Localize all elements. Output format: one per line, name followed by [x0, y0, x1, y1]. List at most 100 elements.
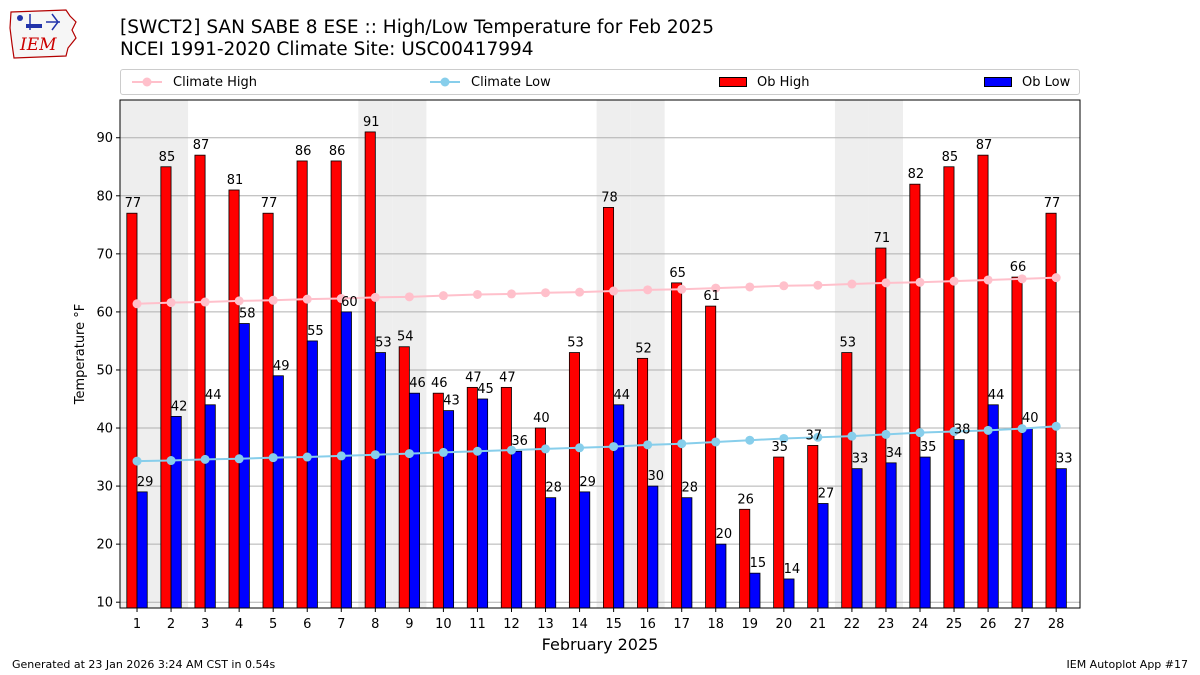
- bar-ob-low: [272, 375, 284, 609]
- point-climate-low: [915, 428, 925, 438]
- point-climate-low: [302, 452, 312, 462]
- point-climate-low: [745, 435, 755, 445]
- bar-ob-low: [987, 404, 999, 609]
- bar-ob-high: [637, 357, 649, 609]
- chart-legend: Climate High Climate Low Ob High Ob Low: [120, 69, 1080, 95]
- plot-frame: [119, 99, 1081, 609]
- data-label-ob-high: 65: [669, 266, 686, 281]
- data-label-ob-high: 85: [942, 150, 959, 165]
- point-climate-low: [881, 429, 891, 439]
- bar-ob-high: [909, 183, 921, 609]
- point-climate-high: [541, 288, 551, 298]
- data-label-ob-high: 78: [601, 190, 618, 205]
- bar-ob-low: [783, 578, 795, 609]
- point-climate-high: [677, 284, 687, 294]
- point-climate-low: [541, 444, 551, 454]
- line-climate-high: [136, 276, 1057, 305]
- point-climate-low: [779, 433, 789, 443]
- bar-ob-low: [1021, 427, 1033, 609]
- point-climate-low: [472, 446, 482, 456]
- point-climate-low: [1051, 421, 1061, 431]
- data-label-ob-high: 81: [227, 173, 244, 188]
- bar-ob-low: [681, 497, 693, 609]
- y-tick-label: 50: [96, 363, 113, 378]
- point-climate-low: [847, 431, 857, 441]
- x-tick-label: 13: [537, 617, 554, 632]
- bar-ob-low: [715, 543, 727, 609]
- chart-title-block: [SWCT2] SAN SABE 8 ESE :: High/Low Tempe…: [120, 17, 714, 61]
- y-tick-label: 70: [96, 247, 113, 262]
- x-tick-label: 8: [371, 617, 379, 632]
- bar-ob-low: [953, 439, 965, 609]
- bar-ob-high: [534, 427, 546, 609]
- x-tick-label: 10: [435, 617, 452, 632]
- data-label-ob-low: 36: [511, 434, 528, 449]
- bar-ob-low: [545, 497, 557, 609]
- data-label-ob-low: 33: [1056, 452, 1073, 467]
- bar-ob-low: [443, 410, 455, 609]
- x-tick-label: 24: [912, 617, 929, 632]
- x-tick-label: 23: [878, 617, 895, 632]
- legend-item-climate-low: Climate Low: [429, 73, 551, 91]
- data-label-ob-high: 66: [1010, 260, 1027, 275]
- data-label-ob-low: 49: [273, 359, 290, 374]
- data-label-ob-low: 60: [341, 295, 358, 310]
- bar-ob-high: [807, 445, 819, 609]
- data-label-ob-high: 85: [159, 150, 176, 165]
- point-climate-low: [268, 453, 278, 463]
- point-climate-low: [609, 442, 619, 452]
- x-tick-label: 19: [742, 617, 759, 632]
- bar-ob-high: [364, 131, 376, 609]
- y-tick-label: 30: [96, 480, 113, 495]
- point-climate-high: [438, 291, 448, 301]
- bar-ob-low: [374, 352, 386, 609]
- x-tick-label: 6: [303, 617, 311, 632]
- data-label-ob-low: 44: [613, 388, 630, 403]
- bar-ob-high: [194, 154, 206, 609]
- x-tick-label: 15: [605, 617, 622, 632]
- bar-ob-low: [817, 503, 829, 609]
- data-label-ob-high: 47: [465, 370, 482, 385]
- footer-app: IEM Autoplot App #17: [1066, 658, 1189, 671]
- y-tick-label: 80: [96, 189, 113, 204]
- point-climate-high: [779, 281, 789, 291]
- data-label-ob-high: 52: [635, 341, 652, 356]
- data-label-ob-high: 53: [840, 336, 857, 351]
- chart-title: [SWCT2] SAN SABE 8 ESE :: High/Low Tempe…: [120, 17, 714, 38]
- bar-ob-low: [749, 572, 761, 609]
- point-climate-high: [711, 283, 721, 293]
- bar-ob-low: [136, 491, 148, 609]
- point-climate-high: [915, 277, 925, 287]
- data-label-ob-high: 87: [193, 138, 210, 153]
- data-label-ob-low: 29: [137, 475, 154, 490]
- bar-ob-high: [977, 154, 989, 609]
- bar-ob-low: [477, 398, 489, 609]
- bar-ob-high: [773, 456, 785, 609]
- bar-ob-high: [330, 160, 342, 609]
- point-climate-high: [132, 299, 142, 309]
- bar-ob-high: [126, 212, 138, 609]
- data-label-ob-low: 53: [375, 336, 392, 351]
- data-label-ob-low: 28: [545, 481, 562, 496]
- point-climate-high: [506, 289, 516, 299]
- data-label-ob-low: 58: [239, 307, 256, 322]
- data-label-ob-low: 45: [477, 382, 494, 397]
- point-climate-low: [132, 456, 142, 466]
- data-label-ob-high: 35: [771, 440, 788, 455]
- bar-ob-high: [262, 212, 274, 609]
- legend-item-ob-low: Ob Low: [984, 73, 1070, 91]
- iem-logo: IEM: [6, 4, 84, 60]
- point-climate-high: [813, 280, 823, 290]
- point-climate-high: [847, 279, 857, 289]
- point-climate-low: [677, 439, 687, 449]
- data-label-ob-low: 20: [716, 527, 733, 542]
- y-tick-label: 20: [96, 538, 113, 553]
- data-label-ob-low: 55: [307, 324, 324, 339]
- bar-ob-high: [705, 305, 717, 609]
- data-label-ob-low: 27: [818, 486, 835, 501]
- bar-ob-low: [851, 468, 863, 609]
- y-tick-label: 40: [96, 422, 113, 437]
- bar-ob-high: [943, 166, 955, 609]
- data-label-ob-low: 30: [647, 469, 664, 484]
- point-climate-low: [370, 450, 380, 460]
